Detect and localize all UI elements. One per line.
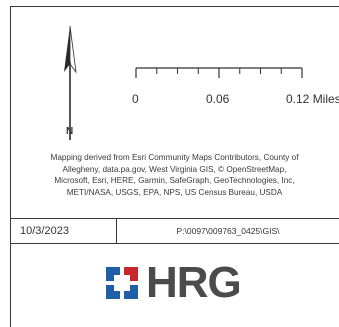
file-path: P:\0097\009763_0425\GIS\	[176, 226, 280, 236]
north-arrow-icon	[40, 22, 92, 142]
scale-bar	[132, 64, 308, 84]
hrg-logo-text: HRG	[146, 258, 242, 307]
scale-label-0: 0	[132, 92, 139, 106]
attribution-line: Mapping derived from Esri Community Maps…	[50, 153, 299, 162]
attribution-line: Microsoft, Esri, HERE, Garmin, SafeGraph…	[54, 176, 295, 186]
hrg-logo: HRG	[104, 258, 242, 308]
north-label: N	[66, 126, 74, 137]
scale-label-max: 0.12 Miles	[286, 92, 339, 106]
scale-label-mid: 0.06	[206, 92, 230, 106]
attribution-line: Allegheny, data.pa.gov, West Virginia GI…	[62, 164, 287, 174]
attribution-line: METI/NASA, USGS, EPA, NPS, US Census Bur…	[66, 187, 283, 197]
hrg-logo-mark-icon	[104, 265, 140, 301]
map-attribution: Mapping derived from Esri Community Maps…	[10, 152, 339, 198]
map-date: 10/3/2023	[10, 219, 117, 243]
map-info-row: 10/3/2023 P:\0097\009763_0425\GIS\	[10, 218, 339, 244]
map-layout-frame	[10, 6, 339, 327]
